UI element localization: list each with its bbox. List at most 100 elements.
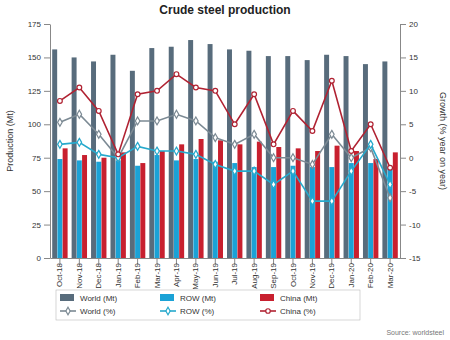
y2-tick-label: -15: [409, 254, 421, 263]
marker: [58, 98, 63, 103]
x-tick-label: Oct-18: [55, 262, 64, 287]
bar: [72, 57, 77, 258]
bar: [252, 167, 257, 258]
bar: [310, 167, 315, 258]
y-tick-mark: [44, 258, 50, 259]
x-tick-label: Dec-19: [327, 262, 336, 288]
y2-tick-label: -5: [409, 187, 417, 196]
bar: [257, 142, 262, 258]
bar: [208, 44, 213, 258]
bar: [368, 163, 373, 258]
bar: [160, 151, 165, 258]
bar: [116, 160, 121, 258]
line-series: [58, 72, 393, 170]
legend-item: China (%): [260, 307, 316, 316]
marker: [213, 160, 218, 168]
y2-tick-mark: [400, 158, 406, 159]
y-tick: 50: [32, 187, 50, 196]
y2-tick-label: -10: [409, 221, 421, 230]
bar: [363, 64, 368, 258]
marker: [96, 150, 101, 158]
y-tick-label: 50: [32, 187, 41, 196]
bar: [271, 167, 276, 258]
bar: [246, 51, 251, 258]
y2-tick: 5: [400, 120, 414, 129]
marker: [232, 122, 237, 127]
legend-box: [56, 290, 360, 320]
chart-svg: Crude steel production025507510012515017…: [0, 0, 450, 340]
bar: [349, 163, 354, 258]
y2-tick-mark: [400, 191, 406, 192]
y2-tick: -5: [400, 187, 417, 196]
line-series: [58, 110, 393, 201]
y-tick-label: 0: [37, 254, 42, 263]
marker: [174, 72, 179, 77]
bar: [82, 155, 87, 258]
legend-item: ROW (Mt): [160, 294, 216, 303]
legend-label: China (Mt): [280, 294, 318, 303]
bar: [91, 61, 96, 258]
y-tick-label: 25: [32, 221, 41, 230]
marker: [252, 167, 257, 175]
marker: [96, 130, 101, 138]
marker: [291, 154, 296, 162]
y-tick-mark: [44, 191, 50, 192]
y2-tick-label: 10: [409, 87, 418, 96]
y2-tick-mark: [400, 225, 406, 226]
bar: [296, 148, 301, 258]
y2-axis-line: [400, 25, 401, 259]
x-tick-label: Nov-18: [75, 262, 84, 288]
bar-series: [52, 40, 387, 258]
marker: [155, 147, 160, 155]
legend-swatch: [60, 294, 74, 301]
marker: [291, 109, 296, 114]
x-tick-label: Mar-19: [153, 262, 162, 288]
x-tick: Feb-20: [366, 258, 375, 288]
y2-axis: -15-10-505101520: [400, 20, 421, 263]
x-tick: Nov-18: [75, 258, 84, 289]
y2-tick-label: 0: [409, 154, 414, 163]
legend-item: World (%): [60, 307, 116, 316]
marker: [213, 88, 218, 93]
marker: [194, 150, 199, 158]
legend-label: World (Mt): [80, 294, 118, 303]
bar: [324, 55, 329, 258]
x-tick: May-19: [191, 258, 200, 290]
x-tick-label: Dec-18: [94, 262, 103, 288]
y-tick-mark: [44, 24, 50, 25]
marker: [388, 181, 393, 189]
x-tick: Jun-19: [211, 258, 220, 287]
bar: [63, 148, 68, 258]
bar: [96, 162, 101, 258]
y2-tick: -15: [400, 254, 421, 263]
y-tick-mark: [44, 158, 50, 159]
x-tick-label: Sep-19: [269, 262, 278, 288]
marker: [252, 92, 257, 97]
x-tick: Oct-19: [289, 258, 298, 287]
plot-area: 0255075100125150175-15-10-505101520Oct-1…: [28, 20, 421, 290]
x-tick: Jul-19: [230, 258, 239, 285]
legend-item: ROW (%): [160, 307, 215, 316]
marker: [329, 78, 334, 83]
x-tick-label: Oct-19: [289, 262, 298, 287]
y-tick-label: 175: [28, 20, 42, 29]
bar: [135, 166, 140, 258]
x-tick-label: Jul-19: [230, 262, 239, 284]
x-tick-label: Aug-19: [250, 262, 259, 288]
bar: [101, 158, 106, 258]
title: Crude steel production: [159, 3, 290, 17]
x-tick: Dec-18: [94, 258, 103, 289]
marker: [193, 85, 198, 90]
bar: [335, 146, 340, 258]
bar: [57, 159, 62, 258]
y2-tick-mark: [400, 24, 406, 25]
marker: [271, 181, 276, 189]
y-tick-mark: [44, 57, 50, 58]
bar: [305, 60, 310, 258]
y2-tick-mark: [400, 258, 406, 259]
bar: [218, 140, 223, 258]
bar: [290, 166, 295, 258]
legend-label: World (%): [80, 307, 116, 316]
bar: [276, 147, 281, 258]
x-tick-label: Feb-20: [366, 262, 375, 288]
